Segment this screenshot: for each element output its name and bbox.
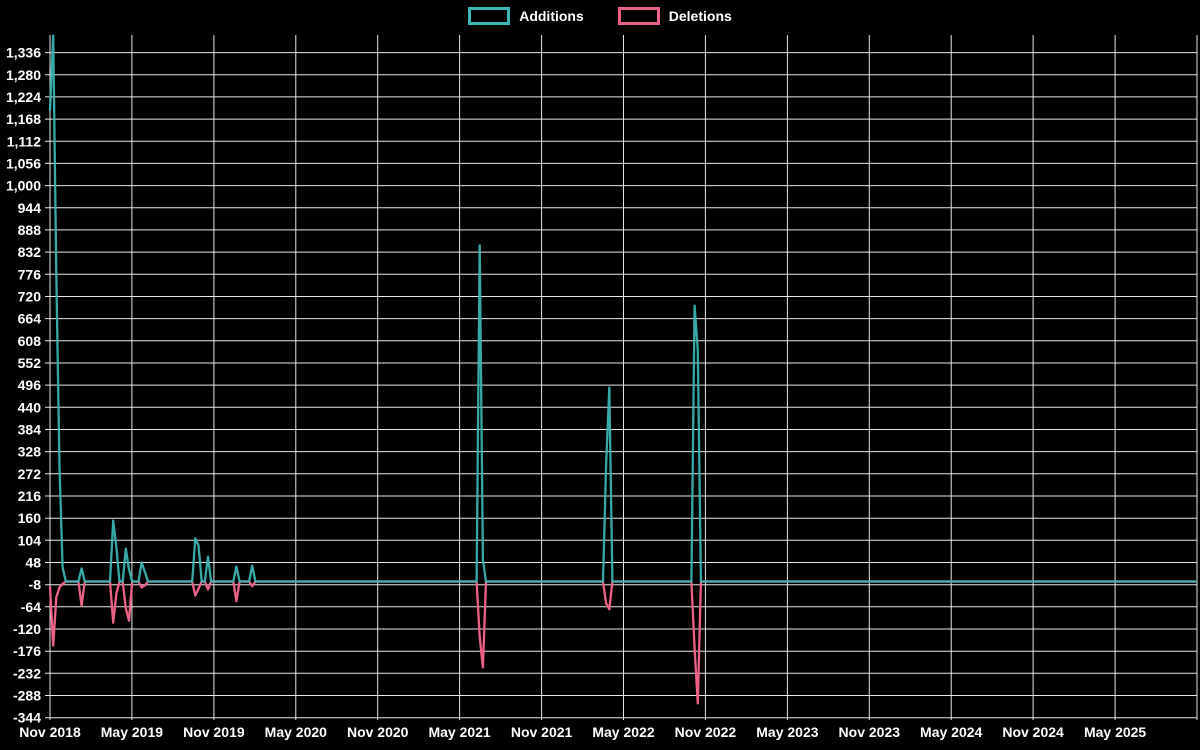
y-axis-tick-label: -232 xyxy=(13,665,41,681)
legend-label-deletions: Deletions xyxy=(668,8,732,24)
chart-legend: Additions Deletions xyxy=(0,7,1200,25)
x-axis-tick-label: Nov 2019 xyxy=(183,724,245,740)
x-axis-tick-label: Nov 2018 xyxy=(19,724,81,740)
x-axis-tick-label: May 2025 xyxy=(1084,724,1146,740)
y-axis-tick-label: 440 xyxy=(18,399,42,415)
x-axis-tick-label: May 2022 xyxy=(592,724,654,740)
y-axis-tick-label: 608 xyxy=(18,333,42,349)
y-axis-tick-label: -8 xyxy=(29,577,42,593)
y-axis-tick-label: -176 xyxy=(13,643,41,659)
y-axis-tick-label: 160 xyxy=(18,510,42,526)
legend-item-deletions[interactable]: Deletions xyxy=(617,7,732,25)
y-axis-tick-label: 496 xyxy=(18,377,42,393)
y-axis-tick-label: 1,056 xyxy=(6,155,41,171)
y-axis-tick-label: -64 xyxy=(21,599,41,615)
y-axis-tick-label: 272 xyxy=(18,466,42,482)
additions-swatch-icon xyxy=(468,7,511,25)
y-axis-tick-label: -120 xyxy=(13,621,41,637)
x-axis-tick-label: May 2020 xyxy=(265,724,327,740)
x-axis-tick-label: May 2019 xyxy=(101,724,163,740)
x-axis-tick-label: Nov 2024 xyxy=(1002,724,1064,740)
y-axis-tick-label: 328 xyxy=(18,444,42,460)
y-axis-tick-label: 216 xyxy=(18,488,42,504)
y-axis-tick-label: -288 xyxy=(13,688,41,704)
y-axis-tick-label: 664 xyxy=(18,311,42,327)
x-axis-tick-label: Nov 2023 xyxy=(839,724,901,740)
y-axis-tick-label: 888 xyxy=(18,222,42,238)
y-axis-tick-label: 720 xyxy=(18,288,42,304)
y-axis-tick-label: 776 xyxy=(18,266,42,282)
x-axis-tick-label: Nov 2022 xyxy=(675,724,737,740)
y-axis-tick-label: 552 xyxy=(18,355,42,371)
y-axis-tick-label: 832 xyxy=(18,244,42,260)
y-axis-tick-label: -344 xyxy=(13,710,41,726)
y-axis-tick-label: 944 xyxy=(18,200,42,216)
y-axis-tick-label: 1,224 xyxy=(6,89,41,105)
y-axis-tick-label: 104 xyxy=(18,532,42,548)
x-axis-tick-label: Nov 2020 xyxy=(347,724,409,740)
y-axis-tick-label: 1,168 xyxy=(6,111,41,127)
x-axis-tick-label: May 2024 xyxy=(920,724,982,740)
x-axis-tick-label: Nov 2021 xyxy=(511,724,573,740)
legend-item-additions[interactable]: Additions xyxy=(468,7,584,25)
y-axis-tick-label: 1,336 xyxy=(6,45,41,61)
x-axis-tick-label: May 2023 xyxy=(756,724,818,740)
additions-line xyxy=(48,34,1197,583)
y-axis-tick-label: 1,000 xyxy=(6,178,41,194)
y-axis-tick-label: 1,280 xyxy=(6,67,41,83)
y-axis-tick-label: 1,112 xyxy=(7,133,41,149)
x-axis-tick-label: May 2021 xyxy=(428,724,490,740)
deletions-swatch-icon xyxy=(617,7,660,25)
y-axis-tick-label: 48 xyxy=(25,554,41,570)
legend-label-additions: Additions xyxy=(519,8,584,24)
y-axis-tick-label: 384 xyxy=(18,421,42,437)
